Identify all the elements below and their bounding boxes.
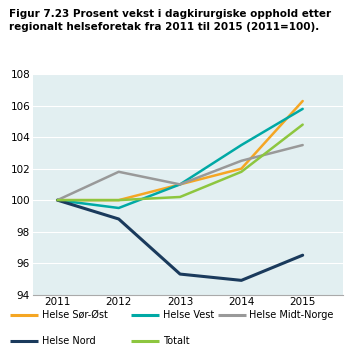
Text: Helse Sør-Øst: Helse Sør-Øst xyxy=(42,310,107,320)
Text: Figur 7.23 Prosent vekst i dagkirurgiske opphold etter
regionalt helseforetak fr: Figur 7.23 Prosent vekst i dagkirurgiske… xyxy=(9,9,331,32)
Text: Helse Nord: Helse Nord xyxy=(42,336,95,346)
Text: Helse Midt-Norge: Helse Midt-Norge xyxy=(249,310,334,320)
Text: Helse Vest: Helse Vest xyxy=(163,310,214,320)
Text: Totalt: Totalt xyxy=(163,336,189,346)
